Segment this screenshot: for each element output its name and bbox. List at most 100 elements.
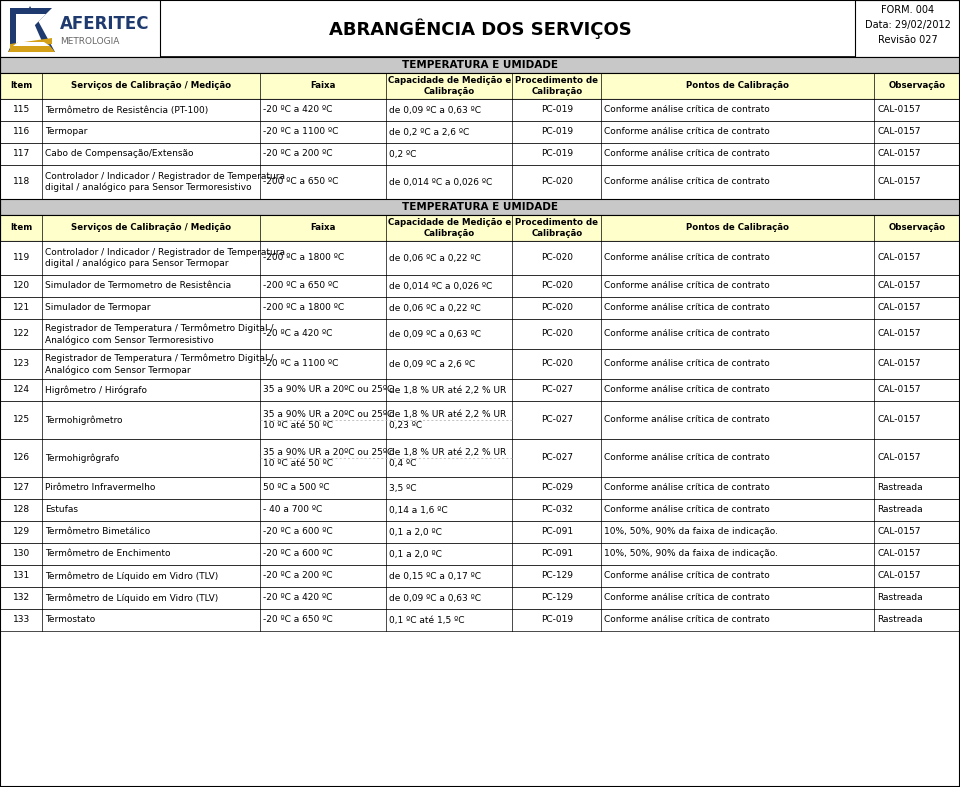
Bar (0, 215, 960, 241)
Bar (0, 0, 160, 57)
Text: CAL-0157: CAL-0157 (877, 453, 921, 463)
Text: 35 a 90% UR a 20ºC ou 25ºC
10 ºC até 50 ºC: 35 a 90% UR a 20ºC ou 25ºC 10 ºC até 50 … (263, 448, 393, 468)
Polygon shape (16, 14, 44, 46)
Bar (0, 565, 960, 587)
Text: 125: 125 (12, 416, 30, 424)
Text: -20 ºC a 1100 ºC: -20 ºC a 1100 ºC (263, 360, 338, 368)
Text: CAL-0157: CAL-0157 (877, 386, 921, 394)
Polygon shape (16, 14, 46, 44)
Bar (0, 543, 960, 565)
Text: de 0,06 ºC a 0,22 ºC: de 0,06 ºC a 0,22 ºC (389, 253, 481, 263)
Text: Termômetro de Resistência (PT-100): Termômetro de Resistência (PT-100) (45, 105, 208, 114)
Text: METROLOGIA: METROLOGIA (60, 36, 119, 46)
Text: 118: 118 (12, 178, 30, 187)
Text: CAL-0157: CAL-0157 (877, 416, 921, 424)
Text: Pirômetro Infravermelho: Pirômetro Infravermelho (45, 483, 156, 493)
Text: 10%, 50%, 90% da faixa de indicação.: 10%, 50%, 90% da faixa de indicação. (604, 549, 779, 559)
Polygon shape (10, 38, 52, 50)
Bar (0, 143, 960, 165)
Text: Conforme análise crítica de contrato: Conforme análise crítica de contrato (604, 593, 770, 603)
Text: 132: 132 (12, 593, 30, 603)
Text: Controlador / Indicador / Registrador de Temperatura
digital / analógico para Se: Controlador / Indicador / Registrador de… (45, 248, 285, 268)
Bar (0, 609, 960, 631)
Text: Serviços de Calibração / Medição: Serviços de Calibração / Medição (71, 224, 231, 232)
Polygon shape (10, 8, 52, 50)
Text: de 0,09 ºC a 0,63 ºC: de 0,09 ºC a 0,63 ºC (389, 330, 481, 338)
Text: de 0,09 ºC a 2,6 ºC: de 0,09 ºC a 2,6 ºC (389, 360, 475, 368)
Text: de 0,014 ºC a 0,026 ºC: de 0,014 ºC a 0,026 ºC (389, 178, 492, 187)
Text: 116: 116 (12, 127, 30, 136)
Text: de 1,8 % UR até 2,2 % UR: de 1,8 % UR até 2,2 % UR (389, 386, 506, 394)
Text: Conforme análise crítica de contrato: Conforme análise crítica de contrato (604, 615, 770, 625)
Text: Faixa: Faixa (310, 82, 336, 91)
Text: Conforme análise crítica de contrato: Conforme análise crítica de contrato (604, 571, 770, 581)
Text: AFERITEC: AFERITEC (60, 15, 150, 33)
Text: PC-019: PC-019 (540, 150, 573, 158)
Text: Conforme análise crítica de contrato: Conforme análise crítica de contrato (604, 105, 770, 114)
Text: 117: 117 (12, 150, 30, 158)
Text: PC-020: PC-020 (540, 304, 573, 312)
Text: -20 ºC a 200 ºC: -20 ºC a 200 ºC (263, 150, 332, 158)
Text: TEMPERATURA E UMIDADE: TEMPERATURA E UMIDADE (402, 202, 558, 212)
Text: PC-129: PC-129 (540, 593, 573, 603)
Bar (0, 477, 960, 499)
Text: Item: Item (11, 82, 33, 91)
Bar (0, 379, 960, 401)
Bar (0, 121, 960, 143)
Bar (0, 499, 960, 521)
Text: -200 ºC a 650 ºC: -200 ºC a 650 ºC (263, 178, 338, 187)
Text: de 0,09 ºC a 0,63 ºC: de 0,09 ºC a 0,63 ºC (389, 105, 481, 114)
Text: Procedimento de
Calibração: Procedimento de Calibração (516, 218, 598, 238)
Text: 35 a 90% UR a 20ºC ou 25ºC
10 ºC até 50 ºC: 35 a 90% UR a 20ºC ou 25ºC 10 ºC até 50 … (263, 410, 393, 430)
Text: -200 ºC a 650 ºC: -200 ºC a 650 ºC (263, 282, 338, 290)
Text: Termômetro de Enchimento: Termômetro de Enchimento (45, 549, 171, 559)
Text: 122: 122 (12, 330, 30, 338)
Text: Serviços de Calibração / Medição: Serviços de Calibração / Medição (71, 82, 231, 91)
Text: Pontos de Calibração: Pontos de Calibração (686, 224, 789, 232)
Text: Termohigrômetro: Termohigrômetro (45, 416, 123, 425)
Text: Observação: Observação (889, 224, 946, 232)
Text: -20 ºC a 650 ºC: -20 ºC a 650 ºC (263, 615, 332, 625)
Text: CAL-0157: CAL-0157 (877, 282, 921, 290)
Text: de 0,06 ºC a 0,22 ºC: de 0,06 ºC a 0,22 ºC (389, 304, 481, 312)
Text: CAL-0157: CAL-0157 (877, 105, 921, 114)
Text: Conforme análise crítica de contrato: Conforme análise crítica de contrato (604, 178, 770, 187)
Text: PC-019: PC-019 (540, 615, 573, 625)
Text: 50 ºC a 500 ºC: 50 ºC a 500 ºC (263, 483, 329, 493)
Text: -20 ºC a 420 ºC: -20 ºC a 420 ºC (263, 330, 332, 338)
Text: -200 ºC a 1800 ºC: -200 ºC a 1800 ºC (263, 253, 344, 263)
Text: Conforme análise crítica de contrato: Conforme análise crítica de contrato (604, 505, 770, 515)
Text: 120: 120 (12, 282, 30, 290)
Text: Conforme análise crítica de contrato: Conforme análise crítica de contrato (604, 150, 770, 158)
Text: -20 ºC a 1100 ºC: -20 ºC a 1100 ºC (263, 127, 338, 136)
Text: Conforme análise crítica de contrato: Conforme análise crítica de contrato (604, 360, 770, 368)
Text: CAL-0157: CAL-0157 (877, 527, 921, 537)
Polygon shape (13, 42, 50, 46)
Text: Conforme análise crítica de contrato: Conforme análise crítica de contrato (604, 127, 770, 136)
Text: 131: 131 (12, 571, 30, 581)
Text: Cabo de Compensação/Extensão: Cabo de Compensação/Extensão (45, 150, 194, 158)
Text: de 0,15 ºC a 0,17 ºC: de 0,15 ºC a 0,17 ºC (389, 571, 481, 581)
Text: -20 ºC a 420 ºC: -20 ºC a 420 ºC (263, 105, 332, 114)
Text: 127: 127 (12, 483, 30, 493)
Text: 115: 115 (12, 105, 30, 114)
Text: 128: 128 (12, 505, 30, 515)
Polygon shape (8, 46, 55, 52)
Text: FORM. 004: FORM. 004 (881, 5, 934, 15)
Text: PC-019: PC-019 (540, 127, 573, 136)
Text: Conforme análise crítica de contrato: Conforme análise crítica de contrato (604, 304, 770, 312)
Text: CAL-0157: CAL-0157 (877, 253, 921, 263)
Text: 126: 126 (12, 453, 30, 463)
Text: PC-091: PC-091 (540, 527, 573, 537)
Text: PC-027: PC-027 (540, 386, 573, 394)
Text: - 40 a 700 ºC: - 40 a 700 ºC (263, 505, 322, 515)
Text: Estufas: Estufas (45, 505, 79, 515)
Text: Termômetro Bimetálico: Termômetro Bimetálico (45, 527, 151, 537)
Text: Conforme análise crítica de contrato: Conforme análise crítica de contrato (604, 282, 770, 290)
Text: 10%, 50%, 90% da faixa de indicação.: 10%, 50%, 90% da faixa de indicação. (604, 527, 779, 537)
Text: 0,14 a 1,6 ºC: 0,14 a 1,6 ºC (389, 505, 447, 515)
Text: Termômetro de Líquido em Vidro (TLV): Termômetro de Líquido em Vidro (TLV) (45, 593, 219, 603)
Text: Observação: Observação (889, 82, 946, 91)
Bar (0, 521, 960, 543)
Text: Item: Item (11, 224, 33, 232)
